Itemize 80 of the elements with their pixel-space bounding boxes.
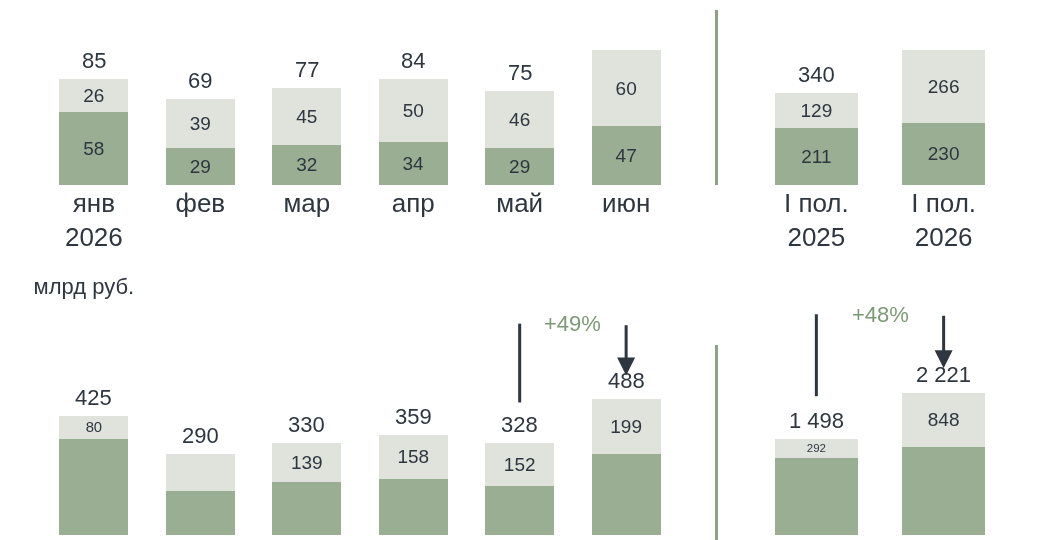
bar (591, 50, 661, 126)
total-label: 425 (75, 385, 112, 410)
bar (165, 490, 235, 535)
text: +49% (544, 311, 601, 336)
data-label: 32 (296, 154, 318, 176)
data-label: 39 (189, 113, 211, 135)
data-label: 47 (615, 144, 637, 166)
bar (59, 79, 129, 112)
x-tick-label: янв 2026 (64, 188, 123, 252)
bar (485, 90, 555, 149)
x-tick-label: июн (601, 188, 651, 218)
data-label: 46 (509, 109, 531, 130)
data-label: 45 (296, 105, 318, 127)
bar (272, 88, 342, 145)
bar (902, 446, 985, 535)
bar (902, 392, 985, 447)
bar (165, 148, 235, 185)
chart-subtitle: млрд руб. (33, 273, 135, 299)
x-tick-label: апр (391, 188, 435, 218)
total-label: 69 (188, 68, 213, 93)
bar (378, 142, 448, 185)
bar (775, 127, 858, 185)
x-tick-label: I пол. 2026 (911, 188, 977, 252)
bar (272, 442, 342, 482)
data-label: 29 (509, 156, 531, 178)
data-label: 158 (397, 446, 430, 468)
data-label: 292 (806, 442, 826, 455)
bar (591, 398, 661, 455)
bar (485, 485, 555, 535)
total-label: 488 (608, 368, 645, 393)
data-label: 29 (189, 156, 211, 178)
bar (165, 99, 235, 149)
total-label: 359 (395, 404, 432, 429)
bar (378, 478, 448, 535)
bar (272, 144, 342, 185)
data-label: 129 (800, 99, 833, 121)
bar (272, 481, 342, 535)
data-label: 139 (290, 451, 323, 473)
total-label: 75 (508, 60, 533, 85)
x-tick-label: мар (283, 188, 331, 218)
x-tick-label: май (496, 188, 544, 218)
total-label: 330 (288, 412, 325, 437)
bar (59, 438, 129, 535)
bar (378, 79, 448, 143)
bar (775, 457, 858, 535)
data-label: 50 (402, 100, 424, 122)
bar (378, 434, 448, 479)
bar (485, 148, 555, 185)
data-label: 152 (503, 454, 536, 476)
x-tick-label: I пол. 2025 (783, 188, 849, 252)
bar (165, 453, 235, 491)
total-label: 290 (182, 423, 219, 448)
data-label: 26 (83, 85, 105, 107)
total-label: 340 (798, 62, 835, 87)
bar (59, 416, 129, 439)
bar (591, 125, 661, 185)
bar (59, 111, 129, 185)
bar (591, 454, 661, 535)
bar (902, 50, 985, 123)
bar (775, 92, 858, 128)
data-label: 230 (927, 143, 960, 165)
data-label: 848 (927, 409, 960, 431)
total-label: 84 (401, 48, 426, 73)
total-label: 2 221 (916, 362, 972, 387)
total-label: 77 (295, 57, 320, 82)
data-label: 34 (402, 153, 425, 175)
total-label: 85 (82, 48, 107, 73)
data-label: 211 (801, 145, 832, 167)
total-label: 1 498 (789, 408, 845, 433)
data-label: 80 (85, 419, 103, 436)
data-label: 199 (610, 415, 642, 437)
bar (902, 122, 985, 185)
bar (775, 438, 858, 458)
data-label: 60 (615, 77, 637, 99)
total-label: 328 (501, 412, 538, 437)
text: +48% (852, 302, 909, 327)
bar (485, 443, 555, 486)
data-label: 266 (927, 75, 960, 97)
data-label: 58 (83, 137, 105, 159)
x-tick-label: фев (175, 188, 226, 218)
